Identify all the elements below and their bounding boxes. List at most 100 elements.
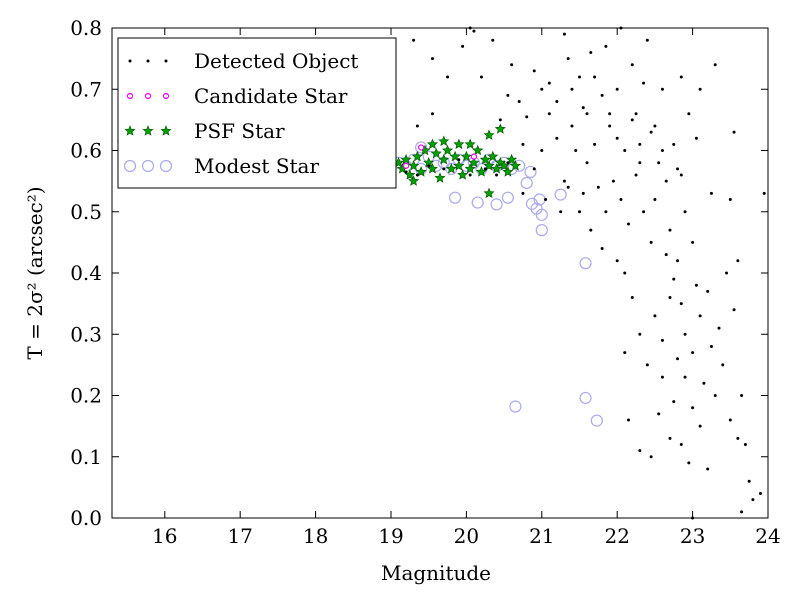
point-star (438, 153, 450, 165)
point-star (487, 150, 499, 162)
point-dot (510, 63, 514, 67)
point-star (472, 144, 484, 156)
legend: Detected Object Candidate Star PSF Star Mod… (117, 37, 397, 189)
point-dot (468, 173, 472, 177)
point-open-circle (579, 257, 592, 270)
point-dot (657, 412, 661, 416)
point-dot (574, 149, 578, 152)
legend-marker-open-circle (141, 159, 155, 173)
point-open-circle (448, 191, 462, 204)
point-dot (427, 164, 431, 168)
legend-marker-small-circle (162, 92, 170, 100)
point-star (453, 138, 465, 150)
point-small-circle (470, 153, 478, 160)
point-dot (457, 158, 461, 162)
point-dot (642, 81, 646, 85)
point-dot (751, 498, 755, 502)
point-dot (589, 228, 593, 232)
point-dot (566, 57, 570, 61)
point-star (468, 157, 480, 168)
legend-marker-star (142, 125, 154, 136)
point-dot (698, 314, 702, 318)
point-dot (732, 130, 736, 134)
point-dot (562, 179, 566, 183)
point-star (464, 163, 476, 174)
point-dot (506, 93, 510, 97)
point-dot (581, 106, 585, 110)
point-star (434, 172, 446, 183)
legend-label: Candidate Star (194, 84, 348, 108)
point-dot (412, 38, 416, 42)
point-star (494, 123, 506, 134)
point-dot (645, 38, 649, 42)
point-open-circle (535, 208, 548, 221)
point-dot (547, 112, 551, 116)
point-star (442, 144, 454, 156)
y-tick-label: 0.5 (70, 200, 102, 224)
point-dot (672, 277, 676, 281)
legend-label: Modest Star (194, 154, 319, 178)
point-dot (570, 87, 574, 91)
point-dot (668, 436, 672, 440)
point-dot (638, 142, 642, 146)
point-dot (525, 115, 529, 119)
point-star (426, 138, 438, 150)
point-dot (683, 332, 687, 336)
x-tick-label: 21 (529, 524, 554, 548)
point-dot (660, 87, 664, 91)
point-dot (630, 118, 634, 122)
point-dot (577, 75, 581, 79)
point-star (457, 169, 469, 180)
point-dot (491, 38, 495, 42)
y-tick-label: 0.8 (70, 16, 102, 40)
point-dot (638, 449, 642, 453)
point-dot (638, 161, 642, 165)
point-dot (660, 375, 664, 379)
point-star (502, 166, 514, 177)
point-dot (713, 394, 717, 397)
x-tick-label: 19 (378, 524, 403, 548)
point-dot (415, 173, 419, 177)
x-tick-label: 22 (604, 524, 629, 548)
point-dot (593, 142, 597, 146)
point-dot (706, 289, 710, 293)
point-dot (762, 191, 766, 195)
point-star (415, 166, 427, 177)
point-dot (562, 32, 566, 36)
point-dot (672, 400, 676, 404)
point-open-circle (415, 141, 428, 154)
point-dot (446, 75, 450, 79)
x-tick-label: 16 (152, 524, 177, 548)
point-dot (725, 271, 729, 275)
point-star (430, 147, 442, 159)
point-dot (676, 259, 680, 263)
x-tick-label: 24 (755, 524, 780, 548)
point-dot (600, 247, 604, 250)
point-dot (732, 308, 736, 312)
point-dot (679, 173, 683, 177)
point-dot (430, 112, 434, 116)
point-dot (694, 283, 698, 287)
point-dot (585, 161, 589, 165)
point-star (400, 153, 412, 165)
point-dot (679, 443, 683, 446)
y-axis: 0.0 0.1 0.2 0.3 0.4 0.5 0.6 0.7 0.8 (70, 16, 768, 530)
point-dot (709, 345, 713, 348)
point-dot (468, 26, 472, 30)
point-star (408, 175, 420, 186)
point-dot (672, 142, 676, 146)
y-tick-label: 0.0 (70, 506, 102, 530)
point-dot (608, 112, 612, 116)
point-dot (676, 357, 680, 361)
point-dot (623, 351, 627, 355)
point-dot (630, 63, 634, 67)
point-dot (713, 63, 717, 67)
point-dot (623, 149, 627, 152)
point-dot (615, 87, 619, 91)
point-dot (702, 381, 706, 385)
point-dot (540, 87, 544, 91)
point-star (483, 160, 495, 171)
point-star (449, 150, 461, 162)
point-dot (706, 467, 710, 471)
y-tick-label: 0.1 (70, 445, 102, 469)
